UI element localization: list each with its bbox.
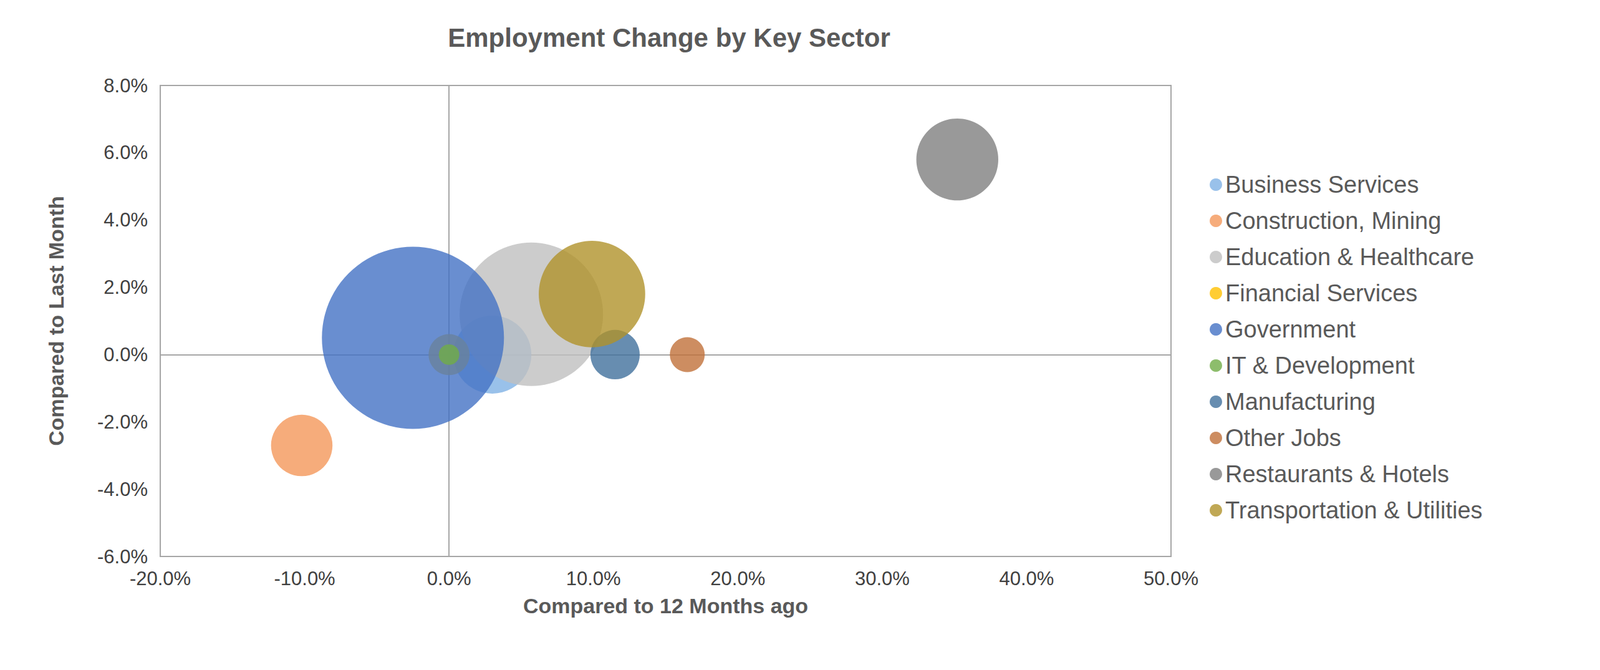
svg-text:Education & Healthcare: Education & Healthcare: [1225, 243, 1475, 270]
svg-text:Employment Change by Key Secto: Employment Change by Key Sector: [447, 23, 891, 53]
svg-text:0.0%: 0.0%: [427, 567, 472, 590]
svg-text:IT & Development: IT & Development: [1225, 352, 1415, 379]
svg-text:20.0%: 20.0%: [710, 567, 766, 590]
svg-text:Construction, Mining: Construction, Mining: [1225, 207, 1441, 234]
svg-text:50.0%: 50.0%: [1143, 567, 1199, 590]
svg-text:-6.0%: -6.0%: [97, 545, 148, 568]
svg-text:40.0%: 40.0%: [998, 567, 1054, 590]
svg-text:Compared to 12 Months ago: Compared to 12 Months ago: [523, 593, 809, 618]
svg-text:Transportation & Utilities: Transportation & Utilities: [1225, 496, 1483, 524]
svg-text:30.0%: 30.0%: [854, 567, 910, 590]
svg-text:-10.0%: -10.0%: [273, 567, 335, 590]
svg-text:Restaurants & Hotels: Restaurants & Hotels: [1225, 460, 1450, 487]
svg-text:10.0%: 10.0%: [566, 567, 622, 590]
svg-text:Financial Services: Financial Services: [1225, 279, 1418, 307]
svg-text:Government: Government: [1225, 316, 1357, 343]
svg-text:4.0%: 4.0%: [103, 208, 148, 231]
svg-text:8.0%: 8.0%: [103, 74, 148, 97]
svg-text:2.0%: 2.0%: [103, 276, 148, 299]
svg-text:6.0%: 6.0%: [103, 141, 148, 164]
svg-text:Other Jobs: Other Jobs: [1225, 424, 1342, 451]
svg-text:-20.0%: -20.0%: [129, 567, 191, 590]
svg-text:Manufacturing: Manufacturing: [1225, 388, 1376, 415]
svg-text:0.0%: 0.0%: [103, 343, 148, 366]
svg-text:Business Services: Business Services: [1225, 171, 1419, 198]
svg-text:Compared to Last Month: Compared to Last Month: [44, 195, 68, 446]
svg-text:-4.0%: -4.0%: [97, 478, 148, 501]
svg-text:-2.0%: -2.0%: [97, 410, 148, 433]
